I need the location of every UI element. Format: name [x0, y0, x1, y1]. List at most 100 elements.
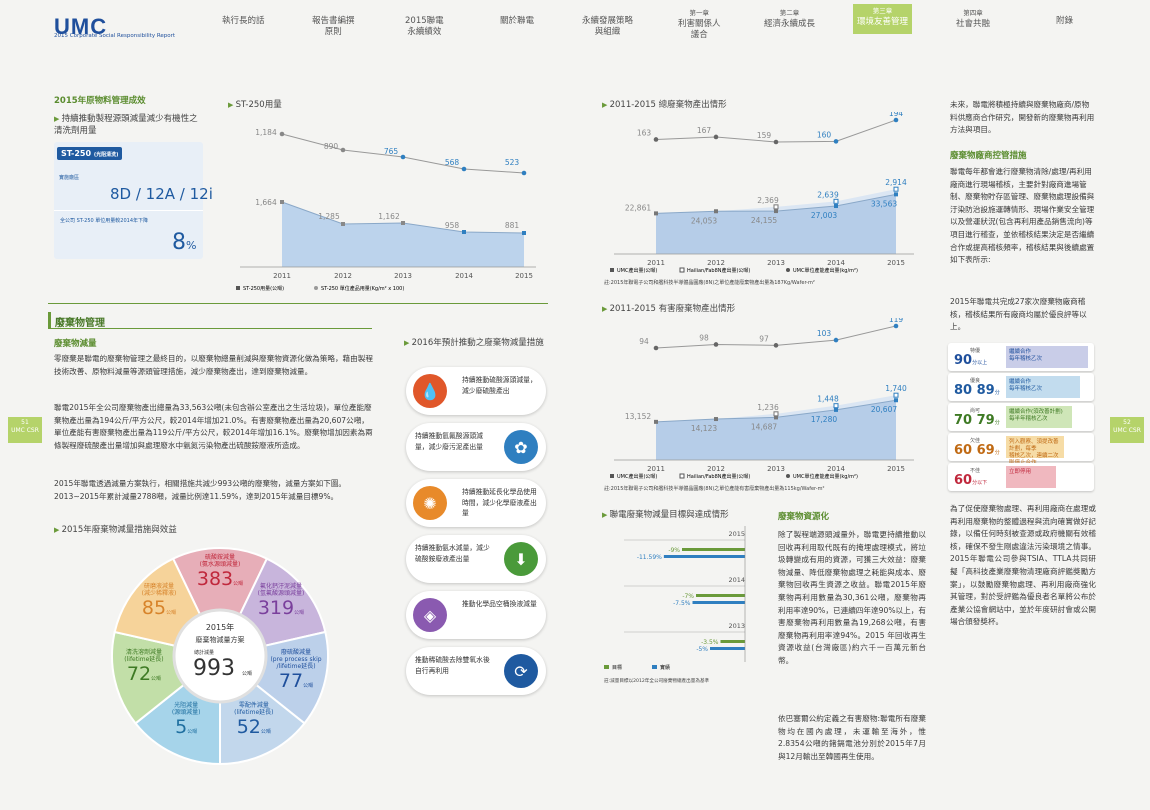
st-area: [282, 202, 524, 267]
actual-bar: [692, 601, 745, 604]
audit-score-row: 尚可 70 79分 繼續合作(須改善計劃) 每半年稽核乙次: [948, 403, 1094, 431]
score-result: 繼續合作(須改善計劃) 每半年稽核乙次: [1006, 406, 1072, 428]
legend-actual: 實績: [660, 664, 670, 671]
nav-sustainability-performance[interactable]: 2015聯電 永續績效: [405, 16, 444, 37]
score-result: 繼續合作 每年稽核乙次: [1006, 376, 1080, 398]
pie-slice-label: 氟化鈣汙泥減量 (氫氟酸源頭減量) 319公噸: [241, 583, 321, 624]
action-icon: ◈: [413, 598, 447, 632]
year-label: 2015: [887, 465, 905, 473]
raw-title: 2015年原物料管理成效: [54, 96, 146, 106]
pie-slice-name: 零配件減量 (lifetime延長): [234, 702, 274, 717]
pie-slice-unit: 公噸: [187, 729, 198, 736]
score-level: 特優: [970, 348, 981, 354]
divider: [54, 210, 203, 211]
target-year: 2014: [728, 576, 745, 584]
target-value: -7%: [682, 593, 694, 600]
year-label: 2013: [767, 259, 785, 267]
hailian-point: [833, 403, 839, 409]
hailian-value: 1,448: [817, 395, 839, 404]
unit-value: 97: [759, 334, 769, 343]
st250-fabs: 8D / 12A / 12i: [110, 185, 213, 203]
svg-text:2013: 2013: [394, 272, 412, 280]
umc-value: 20,607: [871, 405, 897, 414]
action-text: 推動稀硫酸去除雙氧水後自行再利用: [415, 656, 490, 675]
pie-slice-value: 319: [257, 597, 295, 620]
recycle-title: 廢棄物資源化: [778, 512, 830, 522]
year-label: 2011: [647, 259, 665, 267]
legend-hailian: Hailian/Fab8N產出量(公噸): [687, 473, 750, 480]
target-bar: [696, 594, 745, 597]
unit-value: 160: [817, 130, 832, 139]
st250-caption: 全公司 ST-250 單位用量較2014年下降: [60, 218, 149, 224]
unit-point: [653, 137, 659, 142]
total-waste-chart: 163 22,861 2011 167 24,053 2012 159 24,155 2,369…: [604, 112, 914, 286]
legend-hailian: Hailian/Fab8N產出量(公噸): [687, 267, 750, 274]
pie-center-title: 廢棄物減量方案: [196, 635, 245, 644]
target-bar: [682, 548, 745, 551]
score-range: 60 69分: [954, 443, 1000, 458]
actual-bar: [710, 647, 745, 650]
pie-slice-label: 清洗溶劑減量 (lifetime延長) 72公噸: [104, 649, 184, 690]
unit-value: 159: [757, 131, 772, 140]
umc-logo[interactable]: UMC: [54, 14, 108, 39]
umc-point: [834, 204, 838, 209]
action-text: 推動化學品空桶換液減量: [462, 600, 537, 608]
pie-slice-name: 清洗溶劑減量 (lifetime延長): [124, 649, 164, 664]
hailian-value: 2,914: [885, 178, 907, 187]
legend-unit: UMC單位產能產出量(kg/m²): [793, 267, 858, 274]
target-bar: [720, 640, 745, 643]
pie-slice-name: 氟化鈣汙泥減量 (氫氟酸源頭減量): [257, 583, 305, 598]
unit-point: [773, 139, 779, 145]
pie-slice: [171, 547, 269, 659]
page-tab-right[interactable]: 52 UMC CSR: [1110, 417, 1144, 443]
pie-slice-value: 85: [141, 597, 167, 620]
action-item: ✿ 持續推動氫氟酸源頭減量，減少廢污泥產出量: [406, 423, 546, 471]
svg-text:1,184: 1,184: [255, 128, 277, 137]
score-result: 繼續合作 每年稽核乙次: [1006, 346, 1088, 368]
action-item: ⟳ 推動稀硫酸去除雙氧水後自行再利用: [406, 647, 546, 695]
pie-slice-name: 研磨液減量 (減少稀釋液): [141, 583, 177, 598]
hailian-point: [773, 411, 779, 417]
nav-appendix[interactable]: 附錄: [1056, 16, 1074, 26]
target-value: -9%: [668, 547, 680, 554]
score-level: 欠佳: [970, 438, 981, 444]
nav-about-umc[interactable]: 關於聯電: [500, 16, 535, 26]
target-year: 2013: [728, 622, 745, 630]
nav-chapter-1[interactable]: 第一章 利害關係人 議合: [678, 9, 721, 40]
score-range: 90分以上: [954, 353, 988, 368]
st250-card: [54, 142, 203, 259]
svg-text:1,162: 1,162: [378, 212, 400, 221]
unit-point: [893, 323, 899, 329]
unit-point: [713, 342, 719, 347]
umc-point: [714, 417, 718, 422]
nav-chapter-4[interactable]: 第四章 社會共融: [956, 9, 991, 29]
nav-strategy[interactable]: 永續發展策略 與組織: [582, 16, 634, 37]
unit-value: 167: [697, 126, 712, 135]
svg-text:2014: 2014: [455, 272, 473, 280]
score-level: 優良: [970, 378, 981, 384]
right-para-0: 未來，聯電將積極持續與廢棄物廠商/原物料供應商合作研究，開發新的廢棄物再利用方法…: [950, 100, 1095, 135]
audit-score-row: 不佳 60分以下 立即停用: [948, 463, 1094, 491]
unit-value: 98: [699, 333, 709, 342]
st-chart-title: ST-250用量: [228, 98, 282, 110]
pie-slice-label: 光阻減量 (源頭減量) 5公噸: [146, 702, 226, 743]
umc-value: 27,003: [811, 211, 837, 220]
umc-point: [714, 209, 718, 214]
waste-para-1: 零廢棄是聯電的廢棄物管理之最終目的，以廢棄物總量削減與廢棄物資源化做為策略，藉由…: [54, 354, 373, 376]
unit-value: 103: [817, 329, 832, 338]
pie-center-year: 2015年: [206, 622, 234, 632]
nav-chapter-3[interactable]: 第三章 環境友善管理: [853, 4, 913, 34]
hailian-value: 1,236: [757, 403, 779, 412]
nav-chapter-2[interactable]: 第二章 經濟永續成長: [764, 9, 816, 29]
action-text: 持續推動延長化學品使用時間，減少化學廢液產出量: [462, 488, 537, 517]
hailian-value: 1,740: [885, 384, 907, 393]
page-tab-left[interactable]: 51 UMC CSR: [8, 417, 42, 443]
hailian-point: [893, 392, 899, 398]
year-label: 2015: [887, 259, 905, 267]
hazard-waste-chart: 94 13,152 2011 98 14,123 2012 97 14,687 1,236 201…: [604, 318, 914, 492]
year-label: 2012: [707, 259, 725, 267]
nav-ceo-message[interactable]: 執行長的話: [222, 16, 265, 26]
report-subtitle: 2015 Corporate Social Responsibility Rep…: [54, 33, 176, 39]
hailian-value: 2,639: [817, 190, 839, 199]
nav-reporting-principles[interactable]: 報告書編撰 原則: [312, 16, 355, 37]
